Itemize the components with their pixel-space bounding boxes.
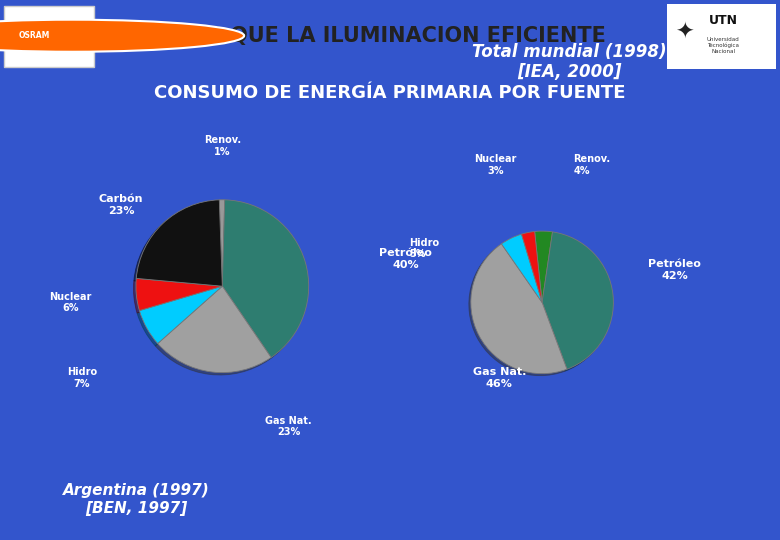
Text: Nuclear
3%: Nuclear 3% xyxy=(474,154,516,176)
Text: POR QUE LA ILUMINACION EFICIENTE: POR QUE LA ILUMINACION EFICIENTE xyxy=(174,26,606,46)
Wedge shape xyxy=(219,200,225,286)
Bar xyxy=(6,21,61,51)
Text: Argentina (1997)
[BEN, 1997]: Argentina (1997) [BEN, 1997] xyxy=(63,483,210,516)
Text: CONSUMO DE ENERGÍA PRIMARIA POR FUENTE: CONSUMO DE ENERGÍA PRIMARIA POR FUENTE xyxy=(154,84,626,102)
Text: Petróleo
40%: Petróleo 40% xyxy=(379,248,432,270)
Wedge shape xyxy=(502,234,542,302)
Text: UTN: UTN xyxy=(708,14,738,27)
Wedge shape xyxy=(136,278,222,310)
Text: Carbón
23%: Carbón 23% xyxy=(98,194,144,216)
Circle shape xyxy=(0,19,244,52)
Text: Gas Nat.
46%: Gas Nat. 46% xyxy=(473,367,526,389)
Text: Petróleo
42%: Petróleo 42% xyxy=(648,259,701,281)
Text: Nuclear
6%: Nuclear 6% xyxy=(49,292,91,313)
Bar xyxy=(667,4,776,69)
Text: OSRAM: OSRAM xyxy=(19,31,50,40)
Wedge shape xyxy=(534,231,552,302)
Text: Universidad
Tecnológica
Nacional: Universidad Tecnológica Nacional xyxy=(707,37,739,54)
Text: Gas Nat.
23%: Gas Nat. 23% xyxy=(265,416,312,437)
Wedge shape xyxy=(136,200,222,286)
Wedge shape xyxy=(542,232,613,369)
Text: Total mundial (1998)
[IEA, 2000]: Total mundial (1998) [IEA, 2000] xyxy=(472,43,667,82)
Wedge shape xyxy=(471,244,567,374)
Text: ✦: ✦ xyxy=(675,23,694,43)
Text: Renov.
4%: Renov. 4% xyxy=(573,154,611,176)
Bar xyxy=(4,6,94,67)
Wedge shape xyxy=(522,232,542,302)
Text: Hidro
5%: Hidro 5% xyxy=(410,238,440,259)
Wedge shape xyxy=(140,286,222,343)
Text: Hidro
7%: Hidro 7% xyxy=(67,367,97,389)
Wedge shape xyxy=(158,286,271,373)
Text: Renov.
1%: Renov. 1% xyxy=(204,135,241,157)
Wedge shape xyxy=(222,200,309,357)
